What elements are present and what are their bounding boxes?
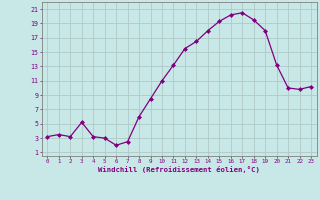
X-axis label: Windchill (Refroidissement éolien,°C): Windchill (Refroidissement éolien,°C) (98, 166, 260, 173)
